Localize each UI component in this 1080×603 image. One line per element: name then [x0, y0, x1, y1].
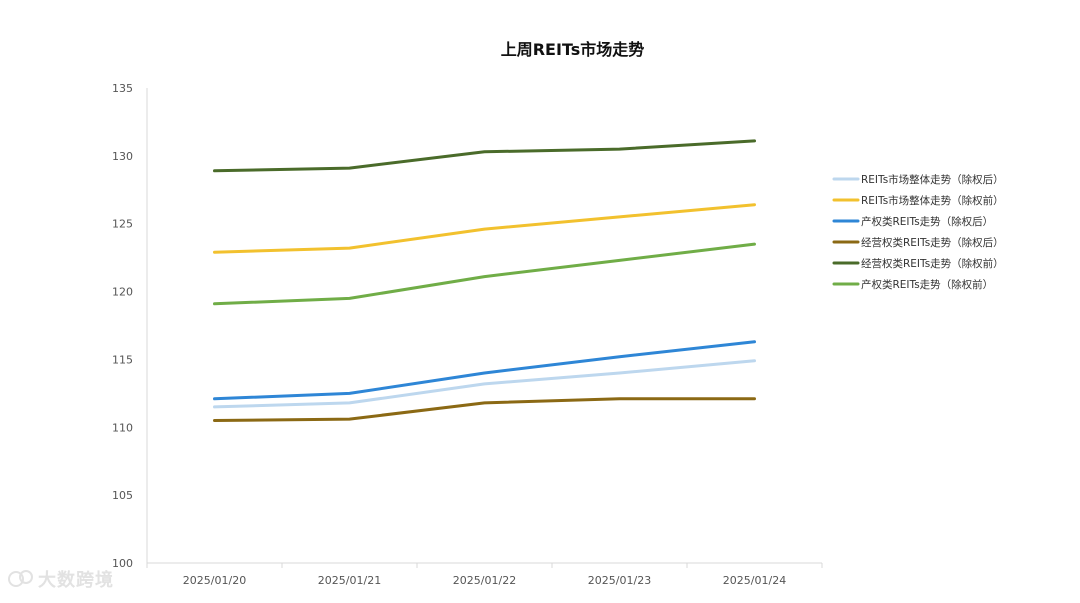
x-tick-label: 2025/01/23: [588, 574, 651, 587]
legend-label-3: 产权类REITs走势（除权后）: [861, 215, 993, 228]
y-tick-label: 115: [112, 353, 133, 366]
series-line-6: [213, 242, 756, 306]
x-tick-label: 2025/01/21: [318, 574, 381, 587]
legend-label-4: 经营权类REITs走势（除权后）: [861, 236, 1004, 249]
legend-label-6: 产权类REITs走势（除权前）: [861, 278, 993, 291]
series-line-5: [213, 139, 756, 173]
y-tick-label: 125: [112, 218, 133, 231]
series-line-1: [213, 359, 756, 409]
legend-label-2: REITs市场整体走势（除权前）: [861, 194, 1004, 207]
series-line-2: [213, 203, 756, 254]
watermark: 大数跨境: [8, 566, 114, 592]
y-tick-label: 120: [112, 286, 133, 299]
legend-label-5: 经营权类REITs走势（除权前）: [861, 257, 1004, 270]
y-tick-label: 100: [112, 557, 133, 570]
y-tick-label: 135: [112, 82, 133, 95]
x-tick-label: 2025/01/20: [183, 574, 246, 587]
watermark-text: 大数跨境: [38, 570, 114, 591]
y-tick-label: 130: [112, 150, 133, 163]
x-tick-label: 2025/01/22: [453, 574, 516, 587]
chart-title: 上周REITs市场走势: [500, 40, 645, 59]
watermark-logo-icon: [8, 570, 33, 587]
y-tick-label: 110: [112, 421, 133, 434]
x-tick-label: 2025/01/24: [723, 574, 786, 587]
series-line-3: [213, 340, 756, 401]
y-tick-label: 105: [112, 489, 133, 502]
legend-label-1: REITs市场整体走势（除权后）: [861, 173, 1004, 186]
series-line-4: [213, 397, 756, 422]
